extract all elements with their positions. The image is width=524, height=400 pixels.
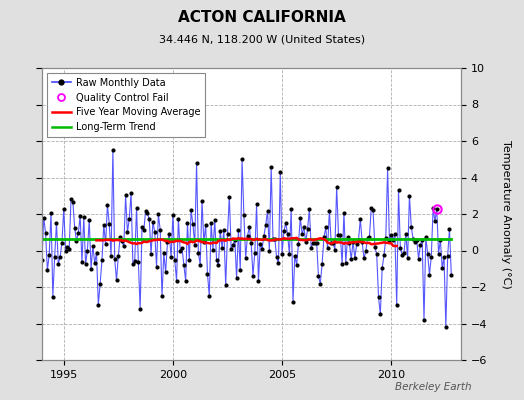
Y-axis label: Temperature Anomaly (°C): Temperature Anomaly (°C) — [501, 140, 511, 288]
Text: ACTON CALIFORNIA: ACTON CALIFORNIA — [178, 10, 346, 25]
Text: Berkeley Earth: Berkeley Earth — [395, 382, 472, 392]
Text: 34.446 N, 118.200 W (United States): 34.446 N, 118.200 W (United States) — [159, 34, 365, 44]
Legend: Raw Monthly Data, Quality Control Fail, Five Year Moving Average, Long-Term Tren: Raw Monthly Data, Quality Control Fail, … — [47, 73, 205, 137]
